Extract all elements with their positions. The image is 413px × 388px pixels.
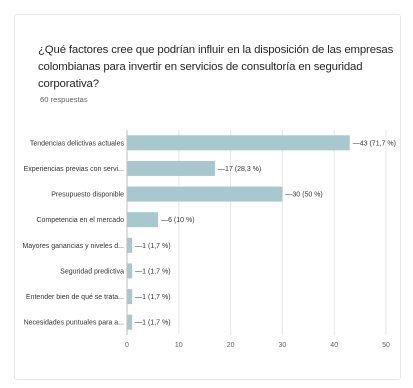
category-label: Necesidades puntuales para a...	[24, 320, 124, 327]
category-label: Experiencias previas con servi...	[24, 166, 124, 173]
value-label: —43 (71,7 %)	[353, 140, 396, 147]
bar	[127, 135, 350, 151]
category-label: Tendencias delictivas actuales	[30, 140, 125, 147]
bar	[127, 263, 133, 279]
bar	[127, 314, 133, 330]
bar	[127, 237, 133, 253]
chart-title: ¿Qué factores cree que podrían influir e…	[38, 44, 394, 90]
value-label: —1 (1,7 %)	[135, 243, 170, 250]
x-tick-label: 20	[227, 342, 235, 349]
category-label: Seguridad predictiva	[60, 268, 124, 275]
category-label: Mayores ganancias y niveles d...	[22, 243, 124, 250]
x-tick-label: 10	[175, 342, 183, 349]
value-label: —1 (1,7 %)	[135, 320, 170, 327]
value-label: —6 (10 %)	[161, 217, 194, 224]
x-tick-label: 40	[330, 342, 338, 349]
category-label: Competencia en el mercado	[36, 217, 124, 224]
value-label: —17 (28,3 %)	[218, 166, 261, 173]
x-tick-label: 0	[125, 342, 129, 349]
bar	[127, 212, 159, 228]
value-label: —1 (1,7 %)	[135, 294, 170, 301]
bar	[127, 186, 283, 202]
value-label: —1 (1,7 %)	[135, 268, 170, 275]
x-tick-label: 30	[279, 342, 287, 349]
value-label: —30 (50 %)	[285, 192, 322, 199]
x-tick-label: 50	[382, 342, 390, 349]
bar	[127, 289, 133, 305]
category-label: Presupuesto disponible	[51, 192, 124, 199]
response-count: 60 respuestas	[40, 95, 88, 104]
bar	[127, 160, 216, 176]
category-label: Entender bien de qué se trata...	[26, 294, 124, 301]
